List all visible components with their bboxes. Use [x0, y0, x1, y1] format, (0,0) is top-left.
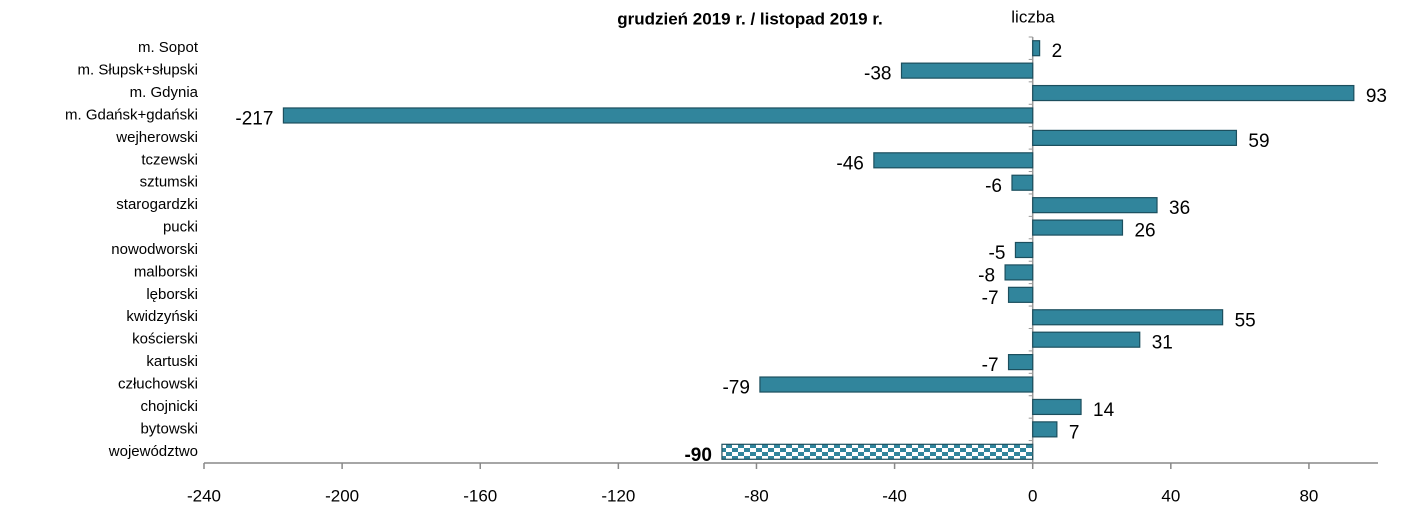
value-label: 36 — [1169, 198, 1190, 219]
bar — [1032, 309, 1224, 326]
value-label: -8 — [978, 265, 995, 286]
y-tick-label: m. Gdańsk+gdański — [65, 106, 198, 123]
value-label: -90 — [684, 445, 711, 466]
x-tick-label: -200 — [325, 486, 359, 505]
bar — [1032, 197, 1158, 214]
x-tick-label: 0 — [1028, 486, 1037, 505]
bar — [282, 107, 1034, 124]
y-tick-label: m. Gdynia — [130, 84, 199, 101]
x-tick-label: -160 — [463, 486, 497, 505]
y-tick-label: człuchowski — [118, 375, 198, 392]
y-tick-label: województwo — [108, 443, 198, 460]
value-label: -79 — [722, 378, 749, 399]
chart-title: grudzień 2019 r. / listopad 2019 r. — [617, 9, 883, 28]
y-tick-label: kwidzyński — [126, 308, 198, 325]
x-tick-label: 40 — [1161, 486, 1180, 505]
y-tick-label: sztumski — [140, 174, 198, 191]
y-tick-label: wejherowski — [115, 129, 198, 146]
bar — [1032, 129, 1238, 146]
axis-label: liczba — [1011, 7, 1055, 26]
y-tick-label: pucki — [163, 219, 198, 236]
bar — [1032, 421, 1058, 438]
y-tick-label: m. Sopot — [138, 39, 199, 56]
y-tick-label: bytowski — [140, 420, 198, 437]
bar — [1032, 398, 1082, 416]
y-tick-label: tczewski — [141, 151, 198, 168]
y-tick-label: malborski — [134, 263, 198, 280]
value-label: 93 — [1366, 86, 1387, 107]
value-label: 26 — [1134, 221, 1155, 242]
value-label: 7 — [1069, 422, 1080, 443]
bar — [873, 152, 1034, 169]
value-label: -46 — [836, 153, 863, 174]
value-label: -217 — [235, 108, 273, 129]
value-label: 59 — [1248, 131, 1269, 152]
value-label: 55 — [1235, 310, 1256, 331]
bar — [1032, 84, 1355, 102]
bar — [1032, 40, 1041, 57]
value-label: -6 — [985, 176, 1002, 197]
y-tick-label: starogardzki — [116, 196, 198, 213]
x-tick-label: -120 — [601, 486, 635, 505]
x-tick-label: -240 — [187, 486, 221, 505]
bar — [1004, 264, 1034, 281]
value-label: 2 — [1052, 41, 1063, 62]
bar — [1014, 241, 1034, 259]
bar — [1011, 174, 1034, 191]
value-label: 14 — [1093, 400, 1115, 421]
bar — [1007, 286, 1034, 303]
bar — [759, 376, 1034, 393]
bar — [1032, 219, 1124, 236]
x-tick-label: -80 — [744, 486, 769, 505]
bar — [721, 443, 1034, 460]
x-tick-label: -40 — [882, 486, 907, 505]
y-tick-label: m. Słupsk+słupski — [78, 62, 198, 79]
bar — [1032, 331, 1141, 348]
value-label: -7 — [982, 288, 999, 309]
value-label: 31 — [1152, 333, 1173, 354]
bar — [900, 62, 1034, 79]
y-tick-label: kościerski — [132, 331, 198, 348]
x-tick-label: 80 — [1299, 486, 1318, 505]
y-tick-label: lęborski — [146, 286, 198, 303]
y-tick-label: nowodworski — [111, 241, 198, 258]
value-label: -38 — [864, 64, 891, 85]
value-label: -5 — [989, 243, 1006, 264]
y-tick-label: kartuski — [146, 353, 198, 370]
value-label: -7 — [982, 355, 999, 376]
bar — [1007, 354, 1034, 371]
y-tick-label: chojnicki — [140, 398, 198, 415]
